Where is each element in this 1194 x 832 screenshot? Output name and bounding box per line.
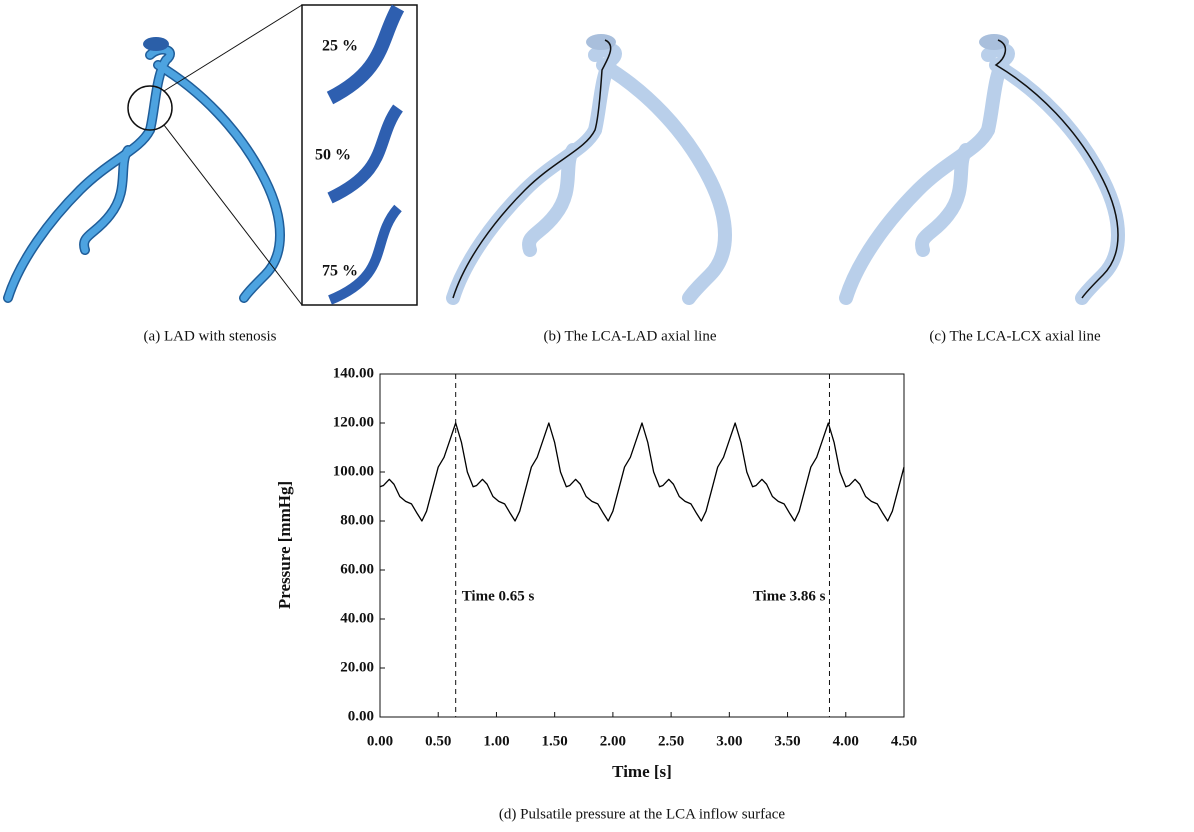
caption: (a) LAD with stenosis — [144, 328, 277, 344]
annotation-text: Time 3.86 s — [753, 588, 826, 604]
y-axis-label: Pressure [mmHg] — [275, 481, 294, 609]
x-axis-label: Time [s] — [612, 762, 672, 781]
x-tick-label: 4.50 — [891, 733, 917, 749]
y-tick-label: 120.00 — [333, 414, 374, 430]
y-tick-label: 80.00 — [340, 512, 374, 528]
x-tick-label: 4.00 — [833, 733, 859, 749]
y-tick-label: 40.00 — [340, 610, 374, 626]
artery-model — [846, 34, 1118, 298]
caption: (b) The LCA-LAD axial line — [543, 328, 716, 344]
x-tick-label: 1.00 — [483, 733, 509, 749]
x-tick-label: 1.50 — [542, 733, 568, 749]
x-tick-label: 0.00 — [367, 733, 393, 749]
plot-frame — [379, 373, 905, 718]
inset-label: 75 % — [322, 263, 358, 280]
x-tick-label: 2.00 — [600, 733, 626, 749]
x-tick-label: 3.00 — [716, 733, 742, 749]
inset-label: 50 % — [315, 147, 351, 164]
inset-label: 25 % — [322, 38, 358, 55]
x-tick-label: 0.50 — [425, 733, 451, 749]
y-tick-label: 100.00 — [333, 463, 374, 479]
artery-model — [8, 4, 418, 306]
y-tick-label: 60.00 — [340, 561, 374, 577]
x-tick-label: 2.50 — [658, 733, 684, 749]
caption: (d) Pulsatile pressure at the LCA inflow… — [499, 806, 786, 822]
y-tick-label: 0.00 — [348, 708, 374, 724]
line-series — [379, 422, 905, 522]
x-tick-label: 3.50 — [774, 733, 800, 749]
y-tick-label: 140.00 — [333, 365, 374, 381]
y-tick-label: 20.00 — [340, 659, 374, 675]
caption: (c) The LCA-LCX axial line — [929, 328, 1101, 344]
artery-model — [453, 34, 725, 298]
annotation-text: Time 0.65 s — [462, 588, 535, 604]
